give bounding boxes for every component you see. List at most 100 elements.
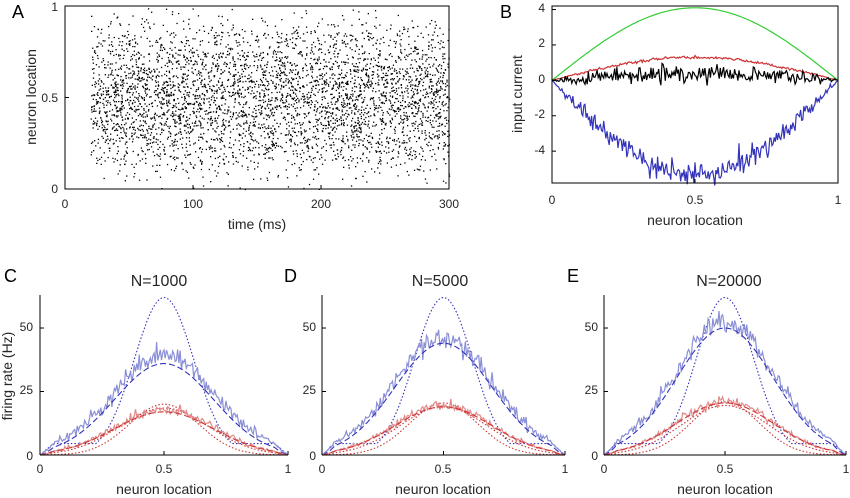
spike-dot	[438, 82, 441, 84]
spike-dot	[318, 58, 320, 60]
spike-dot	[201, 75, 203, 77]
spike-dot	[253, 125, 255, 127]
spike-dot	[394, 130, 396, 132]
spike-dot	[232, 155, 234, 157]
spike-dot	[344, 33, 347, 35]
spike-dot	[201, 136, 203, 138]
spike-dot	[331, 98, 333, 100]
spike-dot	[218, 65, 220, 67]
spike-dot	[424, 130, 426, 132]
spike-dot	[442, 55, 444, 58]
spike-dot	[299, 87, 301, 89]
spike-dot	[312, 157, 315, 160]
spike-dot	[334, 50, 336, 52]
spike-dot	[411, 158, 413, 161]
spike-dot	[402, 68, 404, 70]
spike-dot	[140, 115, 143, 117]
spike-dot	[414, 47, 416, 49]
spike-dot	[291, 163, 293, 166]
spike-dot	[121, 79, 124, 82]
spike-dot	[330, 115, 332, 117]
spike-dot	[166, 30, 168, 33]
spike-dot	[344, 103, 346, 105]
spike-dot	[385, 124, 387, 126]
spike-dot	[263, 94, 266, 96]
spike-dot	[344, 63, 346, 65]
spike-dot	[300, 157, 302, 159]
spike-dot	[442, 74, 444, 77]
spike-dot	[197, 72, 200, 74]
spike-dot	[151, 142, 154, 144]
spike-dot	[176, 60, 179, 62]
spike-dot	[249, 148, 251, 150]
spike-dot	[185, 137, 188, 139]
spike-dot	[161, 107, 163, 109]
spike-dot	[183, 111, 186, 113]
spike-dot	[206, 122, 209, 124]
spike-dot	[133, 176, 135, 178]
spike-dot	[317, 60, 319, 62]
spike-dot	[403, 114, 405, 116]
spike-dot	[438, 142, 441, 144]
spike-dot	[395, 61, 397, 63]
spike-dot	[376, 107, 378, 109]
spike-dot	[116, 89, 119, 91]
spike-dot	[185, 146, 187, 149]
spike-dot	[372, 90, 374, 92]
spike-dot	[193, 125, 195, 127]
spike-dot	[169, 80, 171, 82]
spike-dot	[271, 107, 274, 109]
spike-dot	[143, 109, 145, 111]
spike-dot	[335, 108, 337, 110]
spike-dot	[261, 145, 263, 147]
spike-dot	[203, 86, 205, 88]
spike-dot	[381, 95, 383, 97]
spike-dot	[334, 131, 336, 133]
spike-dot	[279, 42, 281, 44]
spike-dot	[137, 105, 139, 107]
spike-dot	[361, 79, 363, 82]
spike-dot	[350, 93, 352, 96]
spike-dot	[444, 117, 446, 120]
input-current-axes-box	[551, 5, 839, 184]
spike-dot	[300, 134, 302, 136]
spike-dot	[355, 140, 358, 142]
spike-dot	[301, 54, 303, 56]
spike-dot	[444, 143, 447, 145]
spike-dot	[308, 111, 310, 114]
spike-dot	[389, 137, 391, 139]
spike-dot	[184, 96, 186, 98]
spike-dot	[365, 116, 367, 119]
spike-dot	[235, 160, 237, 163]
spike-dot	[415, 61, 417, 63]
input-current-ticks	[551, 9, 839, 183]
spike-dot	[174, 46, 176, 49]
spike-dot	[188, 102, 190, 105]
spike-dot	[113, 87, 115, 89]
spike-dot	[384, 96, 386, 98]
spike-dot	[146, 143, 148, 145]
spike-dot	[241, 64, 243, 67]
spike-dot	[445, 163, 447, 165]
spike-dot	[318, 69, 320, 71]
spike-dot	[411, 95, 413, 97]
spike-dot	[136, 43, 139, 45]
spike-dot	[385, 97, 387, 99]
spike-dot	[345, 118, 347, 120]
spike-dot	[261, 57, 263, 59]
spike-dot	[368, 87, 370, 89]
spike-dot	[292, 98, 294, 101]
spike-dot	[151, 45, 154, 47]
spike-dot	[365, 73, 367, 76]
spike-dot	[327, 117, 329, 119]
spike-dot	[238, 133, 240, 135]
spike-dot	[357, 71, 359, 73]
spike-dot	[294, 30, 296, 33]
spike-dot	[174, 125, 176, 127]
spike-dot	[134, 78, 136, 80]
spike-dot	[217, 125, 219, 128]
spike-dot	[123, 35, 125, 38]
spike-dot	[209, 148, 211, 150]
spike-dot	[359, 95, 361, 97]
spike-dot	[342, 135, 344, 137]
